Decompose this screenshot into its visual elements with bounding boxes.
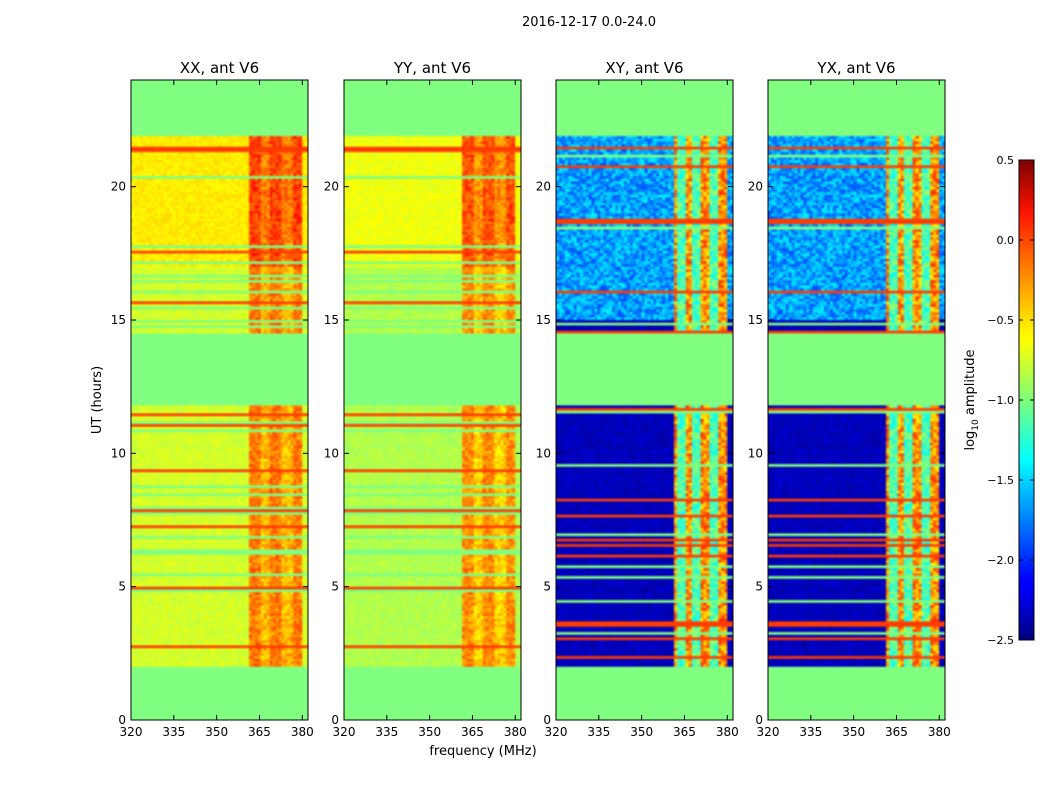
panel-1: YY, ant V6 320 335 350 365 380 0 5 10 15 20: [324, 59, 527, 739]
x-tick-label: 335: [162, 725, 185, 739]
figure-suptitle: 2016-12-17 0.0-24.0: [522, 15, 656, 30]
y-tick-label: 10: [748, 446, 763, 460]
colorbar-label: log10 amplitude: [963, 349, 981, 450]
panel-title: YY, ant V6: [393, 59, 471, 77]
y-tick-label: 20: [324, 180, 339, 194]
x-tick-label: 350: [205, 725, 228, 739]
y-tick-label: 5: [755, 580, 763, 594]
heatmap-image: [131, 80, 308, 720]
y-axis-label: UT (hours): [90, 366, 105, 434]
axes-frame: [555, 79, 734, 721]
axes-frame: [130, 79, 309, 721]
panel-title: XY, ant V6: [605, 59, 683, 77]
axes-frame: [343, 79, 522, 721]
y-tick-label: 5: [331, 580, 339, 594]
y-tick-label: 0: [543, 713, 551, 727]
panel-3: YX, ant V6 320 335 350 365 380 0 5 10 15 20: [748, 59, 951, 739]
colorbar-tick-label: −2.0: [987, 554, 1014, 567]
x-tick-label: 380: [291, 725, 314, 739]
y-tick-label: 10: [324, 446, 339, 460]
x-tick-label: 335: [587, 725, 610, 739]
panel-title: XX, ant V6: [180, 59, 259, 77]
x-tick-label: 350: [418, 725, 441, 739]
colorbar: 0.5 0.0 −0.5 −1.0 −1.5 −2.0 −2.5 log10 amplitu…: [963, 154, 1035, 647]
x-tick-label: 320: [333, 725, 356, 739]
y-tick-label: 5: [543, 580, 551, 594]
x-tick-label: 320: [120, 725, 143, 739]
x-tick-label: 365: [885, 725, 908, 739]
colorbar-tick-label: −1.0: [987, 394, 1014, 407]
colorbar-tick-label: −0.5: [987, 314, 1014, 327]
x-tick-label: 335: [799, 725, 822, 739]
colorbar-tick-label: −1.5: [987, 474, 1014, 487]
y-tick-label: 20: [748, 180, 763, 194]
x-tick-label: 365: [248, 725, 271, 739]
colorbar-tick-label: 0.5: [997, 154, 1015, 167]
y-tick-label: 10: [536, 446, 551, 460]
y-tick-label: 15: [536, 313, 551, 327]
y-tick-label: 0: [118, 713, 126, 727]
x-tick-label: 365: [461, 725, 484, 739]
y-tick-label: 20: [536, 180, 551, 194]
heatmap-image: [556, 80, 733, 720]
x-axis-label: frequency (MHz): [429, 744, 536, 759]
x-tick-label: 350: [842, 725, 865, 739]
y-tick-label: 5: [118, 580, 126, 594]
y-tick-label: 15: [324, 313, 339, 327]
y-tick-label: 0: [755, 713, 763, 727]
heatmap-image: [344, 80, 521, 720]
y-tick-label: 10: [111, 446, 126, 460]
x-tick-label: 320: [757, 725, 780, 739]
axes-frame: [767, 79, 946, 721]
x-tick-label: 365: [673, 725, 696, 739]
y-tick-label: 0: [331, 713, 339, 727]
colorbar-ticks: 0.5 0.0 −0.5 −1.0 −1.5 −2.0 −2.5: [987, 154, 1034, 647]
x-tick-label: 320: [545, 725, 568, 739]
x-tick-label: 335: [375, 725, 398, 739]
x-tick-label: 380: [504, 725, 527, 739]
x-tick-label: 350: [630, 725, 653, 739]
y-tick-label: 15: [111, 313, 126, 327]
panel-0: XX, ant V6 320 335 350 365 380 0 5 10 15 20: [111, 59, 314, 739]
x-tick-label: 380: [928, 725, 951, 739]
panel-title: YX, ant V6: [816, 59, 895, 77]
colorbar-tick-label: −2.5: [987, 634, 1014, 647]
heatmap-image: [768, 80, 945, 720]
colorbar-tick-label: 0.0: [997, 234, 1015, 247]
panel-2: XY, ant V6 320 335 350 365 380 0 5 10 15 20: [536, 59, 739, 739]
y-tick-label: 15: [748, 313, 763, 327]
x-tick-label: 380: [716, 725, 739, 739]
y-tick-label: 20: [111, 180, 126, 194]
